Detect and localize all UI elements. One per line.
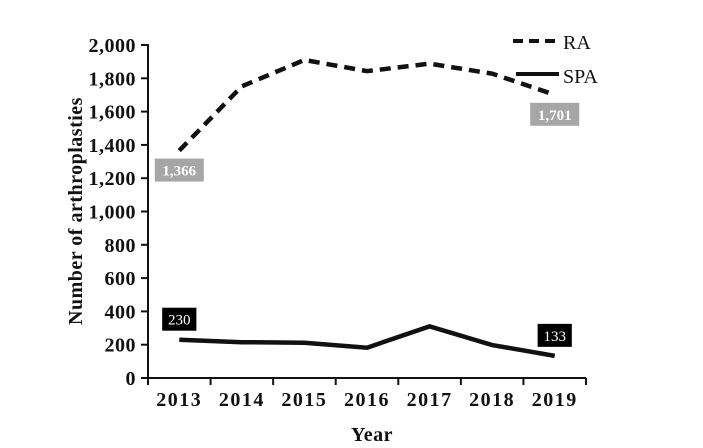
y-tick-label: 800: [105, 235, 137, 257]
y-tick-label: 1,800: [89, 68, 137, 90]
legend-label-spa: SPA: [563, 66, 598, 88]
y-tick-label: 1,400: [89, 135, 137, 157]
x-tick-label: 2014: [219, 389, 265, 411]
data-label: 1,366: [162, 164, 196, 180]
data-label-box: [537, 323, 572, 347]
y-tick-label: 1,600: [89, 102, 137, 124]
data-label: 1,701: [538, 108, 572, 124]
x-tick-label: 2013: [156, 389, 202, 411]
data-label-box: [162, 307, 197, 331]
y-tick-label: 200: [105, 335, 137, 357]
y-axis-title: Number of arthroplasties: [65, 97, 87, 325]
y-tick-label: 0: [126, 368, 137, 390]
y-tick-label: 600: [105, 268, 137, 290]
ra-series-line: [177, 57, 556, 153]
x-tick-label: 2017: [407, 389, 453, 411]
y-tick-label: 400: [105, 301, 137, 323]
x-axis-title: Year: [351, 424, 393, 446]
x-tick-label: 2015: [281, 389, 327, 411]
chart-plot-area: 0 200 400 600 800 1,000 1,200 1,400 1,600 1,800 2,…: [89, 35, 587, 411]
data-label: 230: [168, 313, 191, 329]
data-label-box: [530, 102, 580, 126]
legend-item-ra: RA: [513, 32, 591, 54]
spa-series-line: [179, 324, 556, 359]
x-tick-label: 2016: [344, 389, 390, 411]
x-tick-label: 2018: [469, 389, 515, 411]
legend: RA SPA: [513, 32, 598, 88]
legend-label-ra: RA: [563, 32, 591, 54]
legend-item-spa: SPA: [516, 66, 598, 88]
y-tick-label: 1,000: [89, 202, 137, 224]
y-tick-label: 1,200: [89, 168, 137, 190]
x-tick-label: 2019: [532, 389, 578, 411]
data-label-box: [154, 158, 204, 182]
data-label: 133: [543, 329, 566, 345]
y-tick-label: 2,000: [89, 35, 137, 57]
